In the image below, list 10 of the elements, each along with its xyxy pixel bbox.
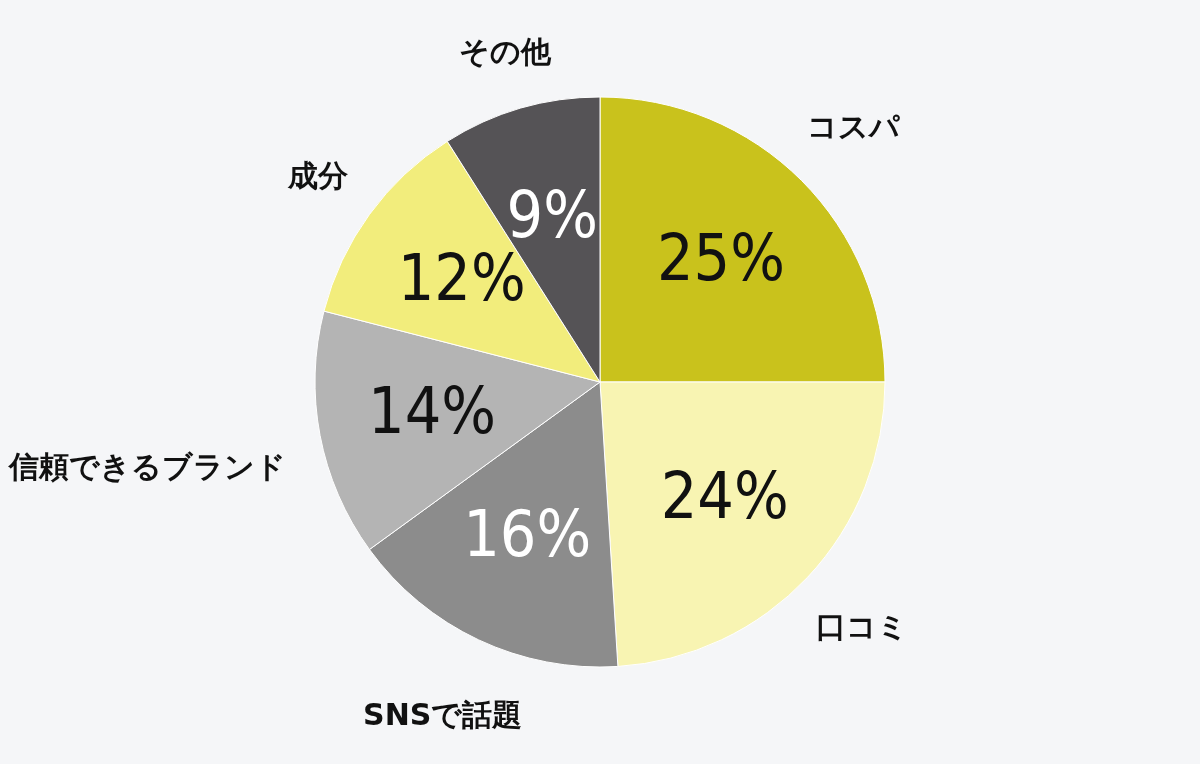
data-label: 16% [463, 496, 592, 571]
data-label: 25% [656, 221, 785, 296]
slice-label: コスパ [807, 109, 901, 145]
slice-label: 成分 [287, 158, 349, 194]
slice-label: 口コミ [816, 609, 908, 645]
slice-label: 信頼できるブランド [8, 449, 287, 485]
slice-label: その他 [458, 34, 552, 70]
data-label: 24% [660, 459, 789, 534]
slice-label: SNSで話題 [363, 697, 523, 733]
data-label: 14% [368, 374, 497, 449]
